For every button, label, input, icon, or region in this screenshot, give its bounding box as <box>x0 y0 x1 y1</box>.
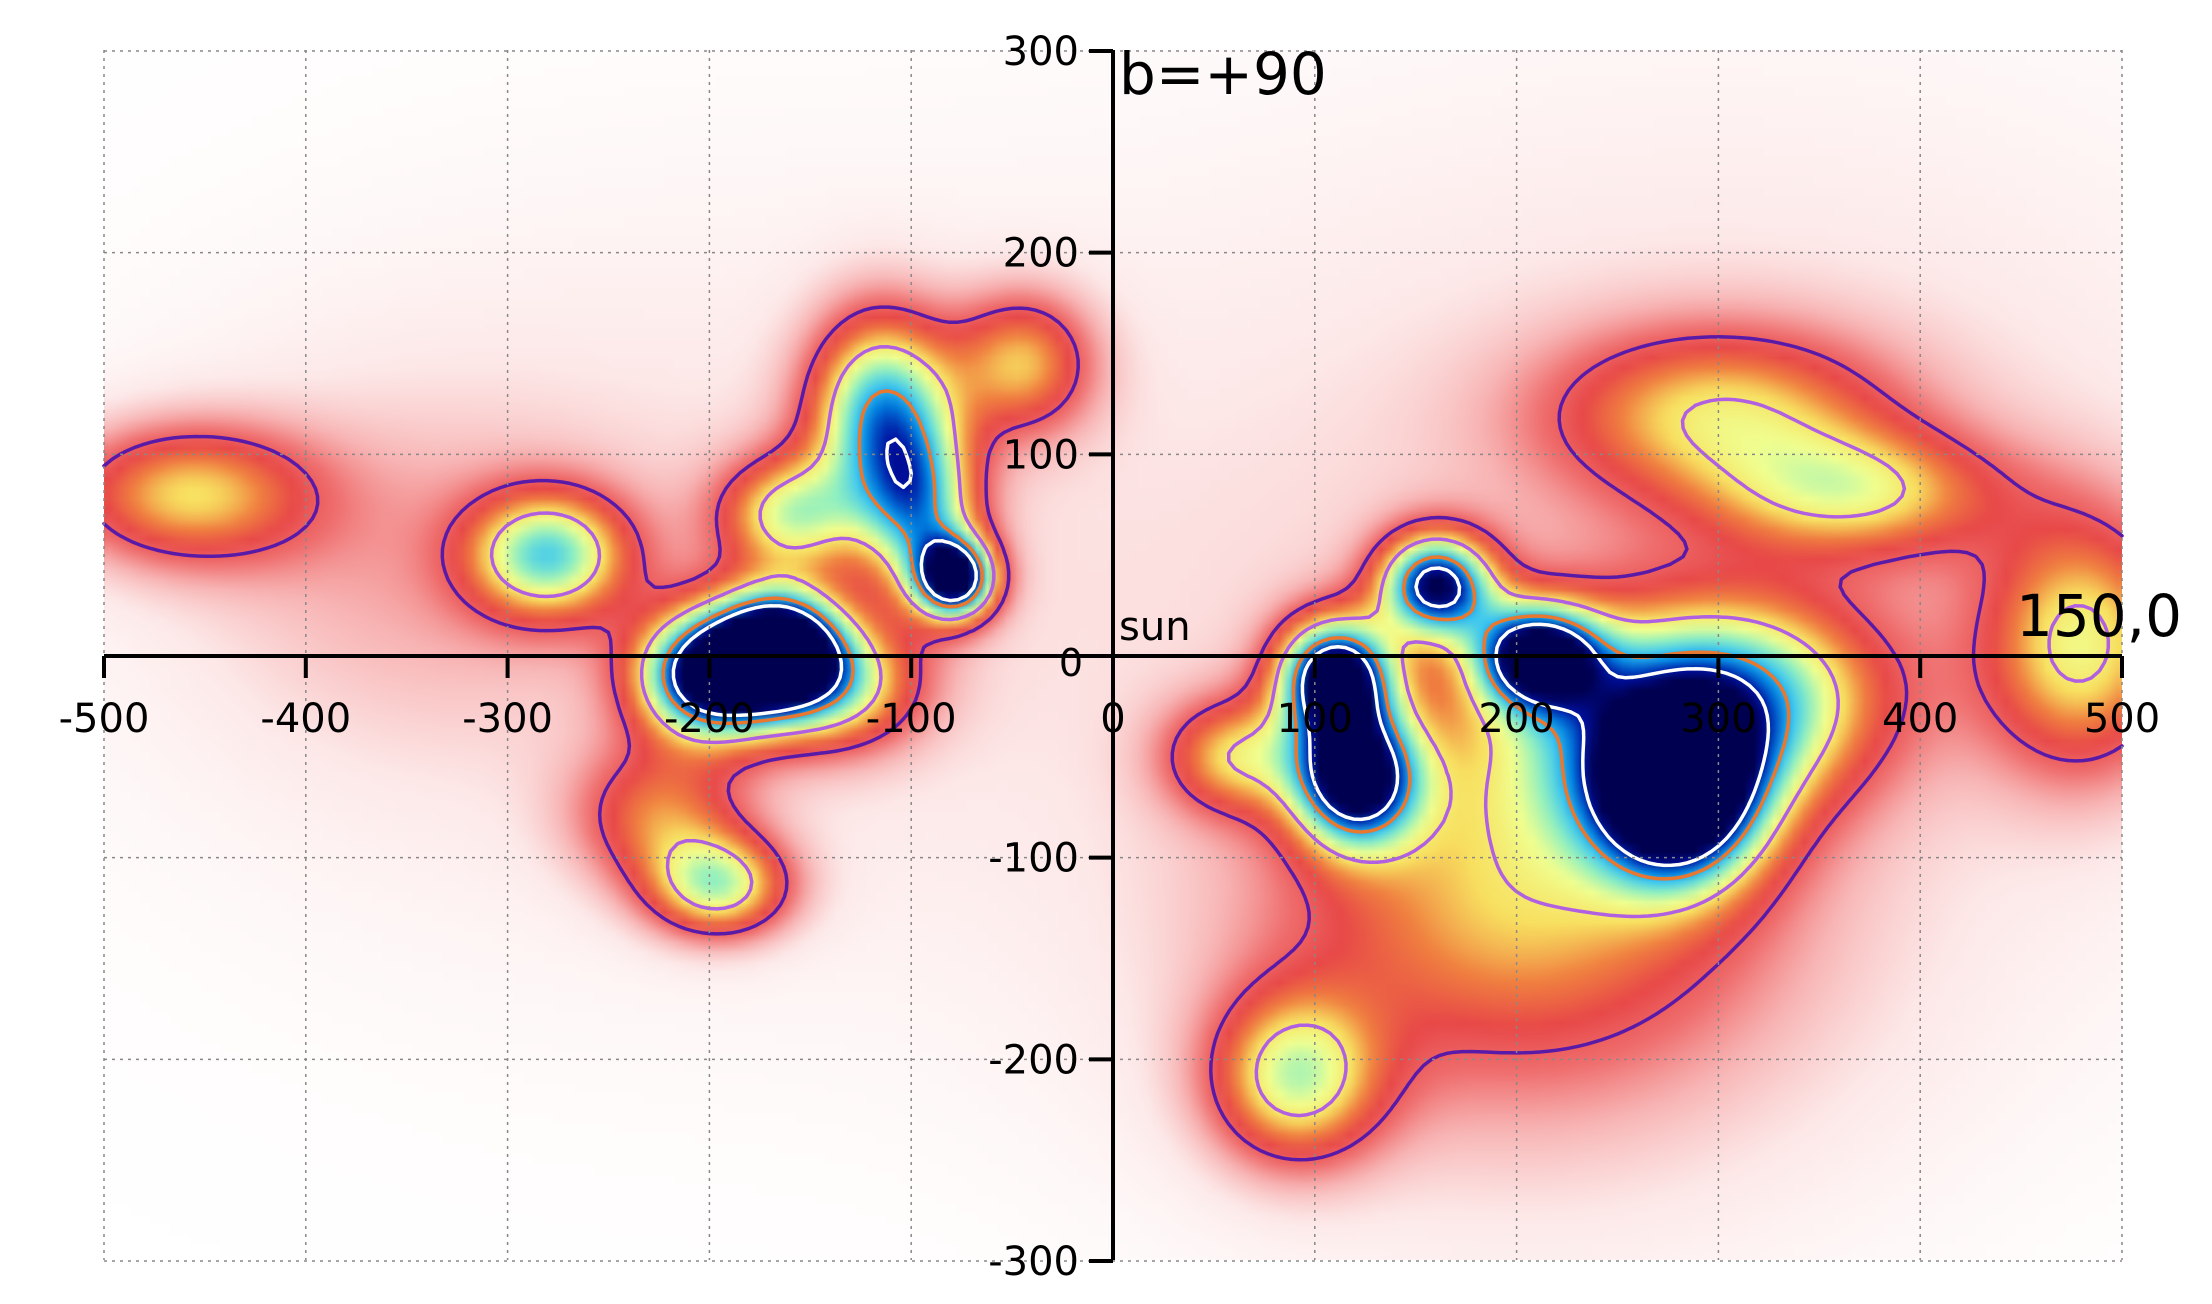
annotation-origin-zero: 0 <box>1059 641 1083 685</box>
y-tick-label: 200 <box>1003 231 1079 277</box>
y-tick-label: -300 <box>988 1239 1079 1285</box>
x-tick-label: 100 <box>1277 696 1353 742</box>
x-tick-label: -200 <box>664 696 755 742</box>
x-tick-label: -500 <box>59 696 150 742</box>
y-tick-label: -200 <box>988 1037 1079 1083</box>
x-tick-label: 300 <box>1680 696 1756 742</box>
x-tick-label: 500 <box>2084 696 2160 742</box>
x-tick-label: -400 <box>260 696 351 742</box>
x-tick-label: 400 <box>1882 696 1958 742</box>
y-tick-label: 300 <box>1003 29 1079 75</box>
annotation-origin: sun <box>1119 604 1191 650</box>
labels: -500 -400 -300 -200 -100 0 100 200 300 400 500 -300… <box>59 29 2182 1285</box>
x-tick-label: -300 <box>462 696 553 742</box>
contour-level-4 <box>671 437 1771 868</box>
x-tick-label: 0 <box>1100 696 1125 742</box>
x-tick-label: -100 <box>866 696 957 742</box>
y-tick-label: 100 <box>1003 432 1079 478</box>
axes <box>102 49 2124 1263</box>
contour-level-1 <box>102 305 2124 1162</box>
annotation-top: b=+90 <box>1119 40 1327 108</box>
y-tick-label: -100 <box>988 836 1079 882</box>
contour-level-3 <box>661 389 1791 881</box>
x-tick-label: 200 <box>1478 696 1554 742</box>
contour-lines <box>102 305 2124 1162</box>
contour-level-2 <box>489 345 2111 1118</box>
annotation-right: 150,0 <box>2016 582 2182 650</box>
